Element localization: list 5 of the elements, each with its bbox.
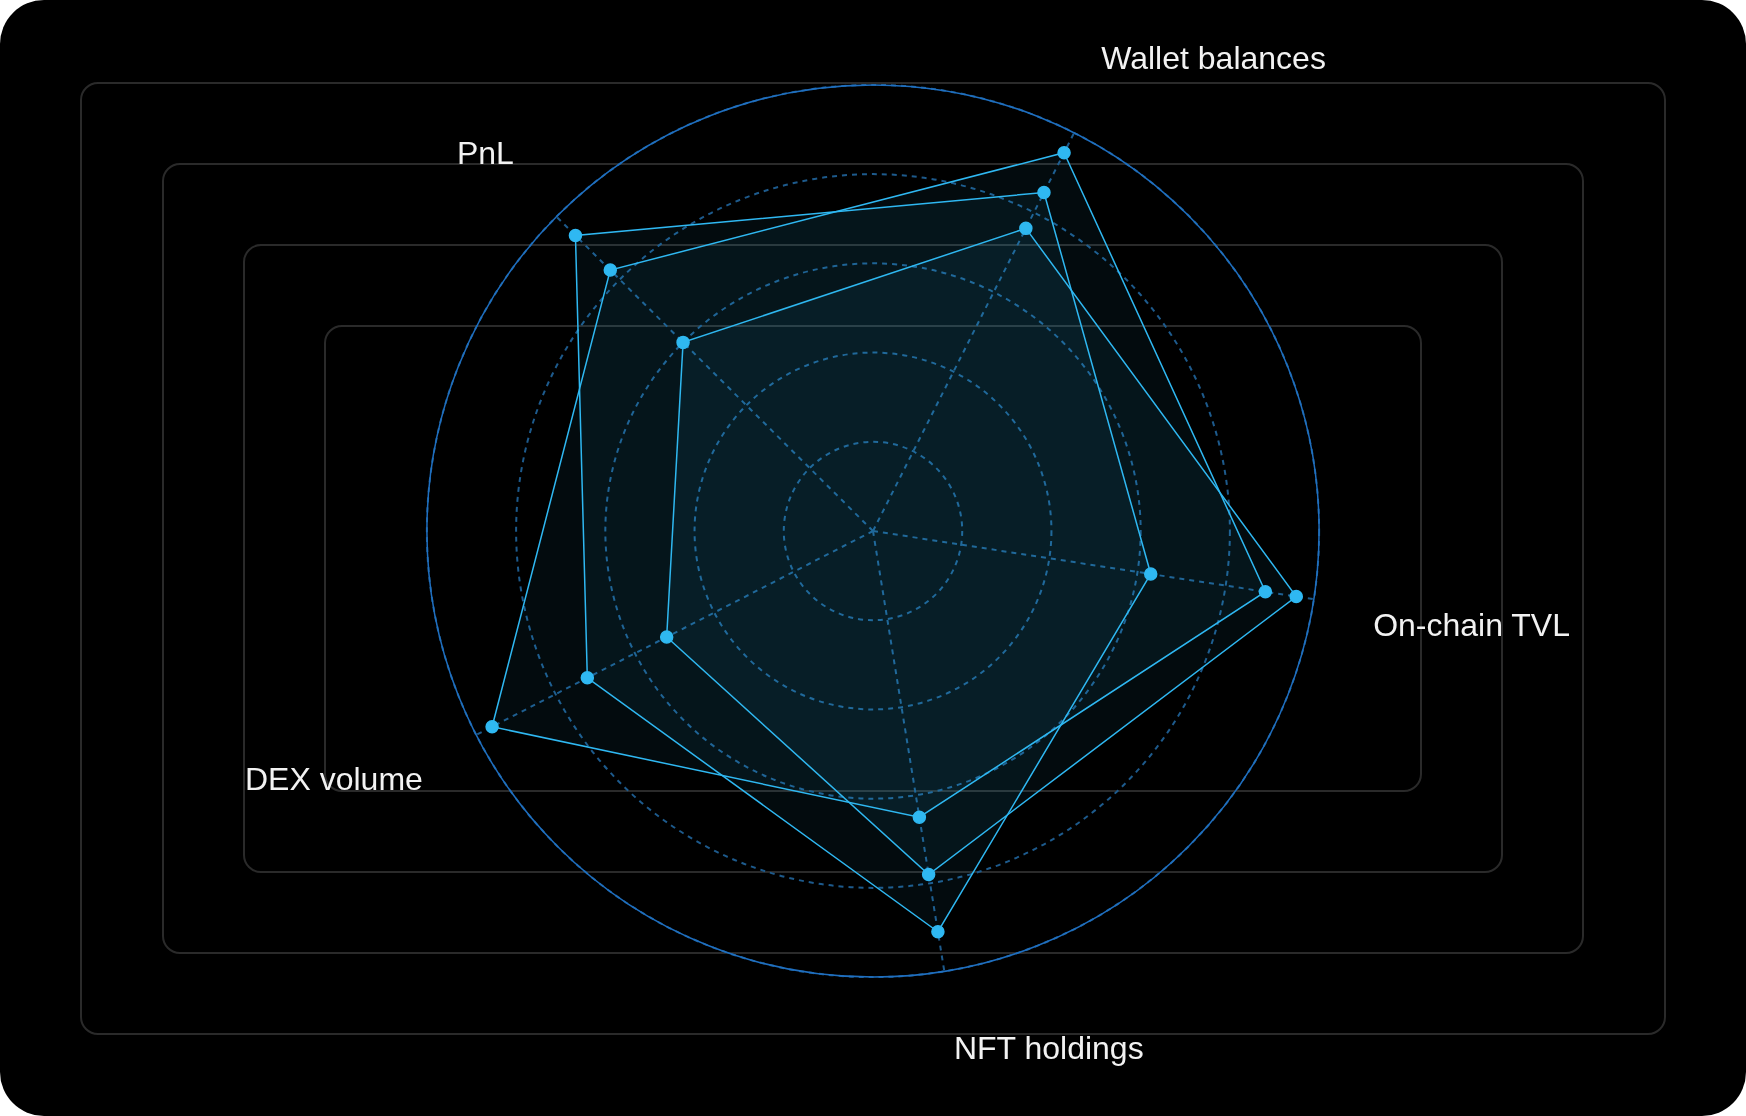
- spoke-label: On-chain TVL: [1373, 607, 1570, 644]
- spoke-label: DEX volume: [245, 761, 423, 798]
- spoke-label: Wallet balances: [1101, 39, 1326, 76]
- spoke-label: PnL: [456, 135, 514, 172]
- spoke-label: NFT holdings: [953, 1029, 1144, 1066]
